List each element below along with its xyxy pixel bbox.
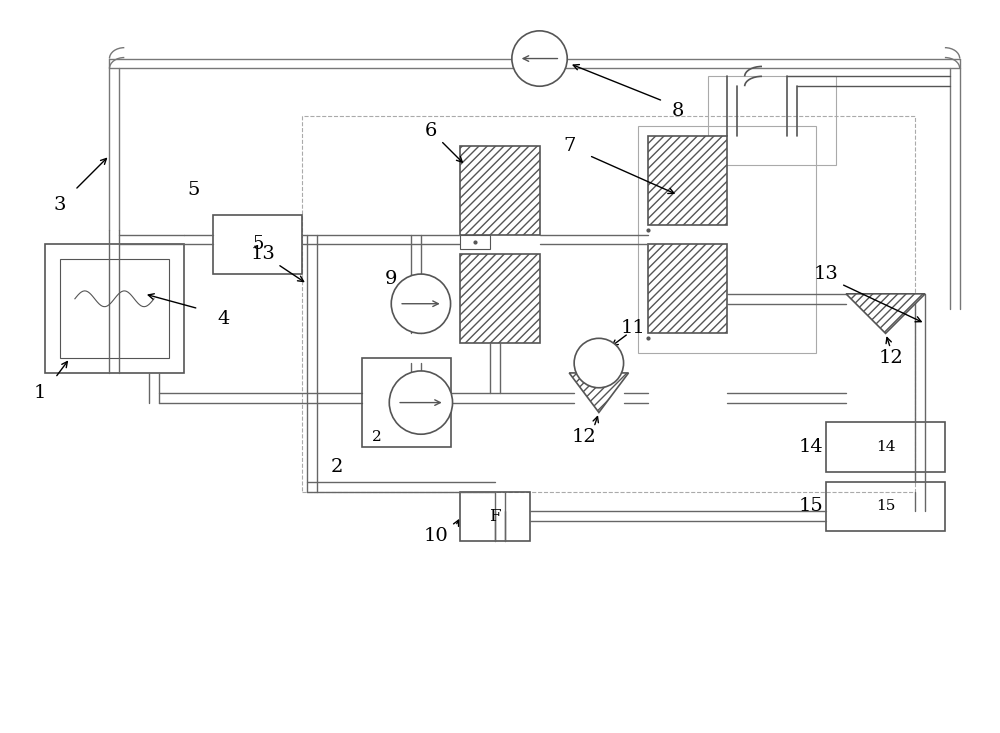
- Text: 14: 14: [799, 438, 824, 456]
- Text: P: P: [595, 356, 603, 369]
- Text: 2: 2: [372, 430, 381, 444]
- Text: 4: 4: [217, 309, 229, 328]
- Text: 15: 15: [799, 498, 824, 515]
- Text: 5: 5: [187, 181, 200, 199]
- Text: 5: 5: [252, 235, 263, 254]
- Bar: [362, 358, 451, 447]
- Bar: [45, 244, 184, 373]
- Bar: [460, 146, 540, 235]
- Polygon shape: [846, 294, 925, 334]
- Circle shape: [574, 339, 624, 388]
- Text: 12: 12: [572, 428, 596, 446]
- Text: 6: 6: [425, 122, 437, 140]
- Text: 10: 10: [423, 527, 448, 545]
- Bar: [638, 126, 816, 353]
- Text: 3: 3: [54, 196, 66, 214]
- Text: 1: 1: [34, 383, 46, 402]
- Bar: [302, 116, 915, 492]
- Bar: [648, 244, 727, 334]
- Bar: [826, 482, 945, 531]
- Bar: [460, 254, 540, 343]
- Text: 7: 7: [563, 136, 575, 155]
- Bar: [648, 136, 727, 224]
- Text: 13: 13: [814, 265, 839, 283]
- Text: 12: 12: [878, 349, 903, 367]
- Circle shape: [391, 274, 451, 334]
- Bar: [213, 215, 302, 274]
- Polygon shape: [569, 373, 629, 413]
- Circle shape: [512, 31, 567, 86]
- Bar: [826, 422, 945, 472]
- Bar: [460, 492, 530, 541]
- Text: 9: 9: [385, 270, 398, 288]
- Text: 8: 8: [672, 102, 684, 120]
- Bar: [60, 259, 169, 358]
- Text: 2: 2: [331, 458, 343, 476]
- Text: 14: 14: [876, 440, 895, 454]
- Bar: [460, 235, 490, 249]
- Text: 15: 15: [876, 499, 895, 513]
- Bar: [708, 76, 836, 166]
- Circle shape: [389, 371, 453, 434]
- Text: 13: 13: [250, 246, 275, 263]
- Text: 11: 11: [621, 320, 646, 337]
- Text: F: F: [489, 508, 501, 525]
